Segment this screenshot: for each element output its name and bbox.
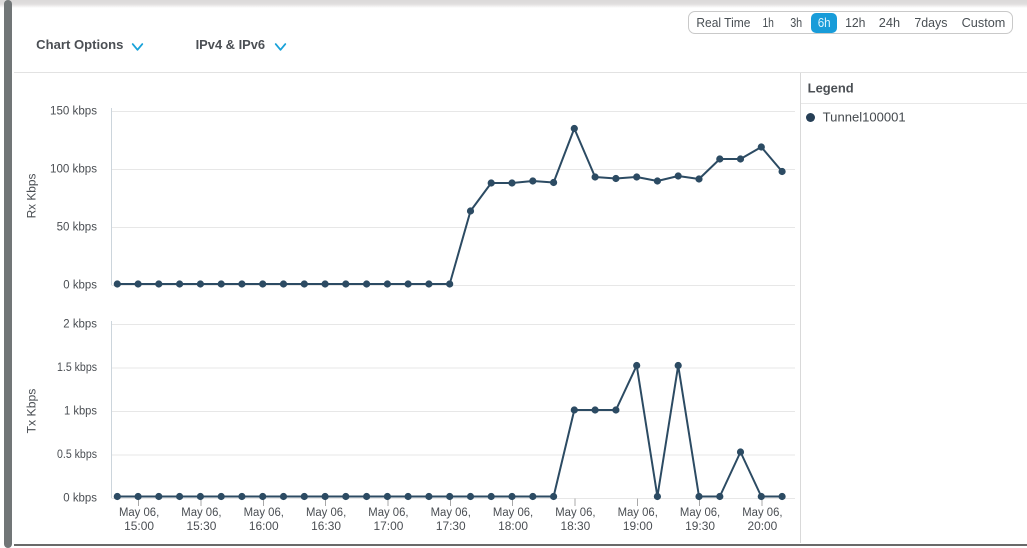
svg-text:16:00: 16:00 <box>249 521 279 533</box>
svg-text:2 kbps: 2 kbps <box>63 318 97 330</box>
svg-text:1 kbps: 1 kbps <box>64 405 97 417</box>
svg-text:19:00: 19:00 <box>623 521 653 533</box>
svg-text:May 06,: May 06, <box>306 507 346 519</box>
svg-text:Custom: Custom <box>962 15 1006 30</box>
svg-text:15:00: 15:00 <box>124 521 154 533</box>
svg-text:7days: 7days <box>914 15 948 30</box>
svg-text:1.5 kbps: 1.5 kbps <box>57 362 97 374</box>
svg-text:Tunnel100001: Tunnel100001 <box>823 111 906 125</box>
svg-text:16:30: 16:30 <box>311 521 341 533</box>
svg-text:150 kbps: 150 kbps <box>50 105 97 117</box>
svg-text:17:30: 17:30 <box>436 521 466 533</box>
svg-text:1h: 1h <box>762 15 774 30</box>
svg-text:IPv4 & IPv6: IPv4 & IPv6 <box>196 38 266 52</box>
svg-text:May 06,: May 06, <box>493 507 533 519</box>
svg-text:May 06,: May 06, <box>680 507 720 519</box>
svg-text:100 kbps: 100 kbps <box>50 163 97 175</box>
svg-text:18:30: 18:30 <box>561 521 591 533</box>
svg-text:50 kbps: 50 kbps <box>57 221 98 233</box>
svg-text:May 06,: May 06, <box>618 507 658 519</box>
svg-text:20:00: 20:00 <box>748 521 778 533</box>
svg-text:Legend: Legend <box>808 81 854 95</box>
svg-text:May 06,: May 06, <box>244 507 284 519</box>
svg-text:Tx Kbps: Tx Kbps <box>27 388 39 433</box>
svg-text:0.5 kbps: 0.5 kbps <box>57 449 97 461</box>
svg-text:May 06,: May 06, <box>181 507 221 519</box>
svg-text:0 kbps: 0 kbps <box>63 279 97 291</box>
svg-text:May 06,: May 06, <box>555 507 595 519</box>
svg-text:18:00: 18:00 <box>498 521 528 533</box>
svg-text:0 kbps: 0 kbps <box>63 492 97 504</box>
svg-text:17:00: 17:00 <box>374 521 404 533</box>
svg-text:Chart Options: Chart Options <box>36 38 123 52</box>
svg-text:May 06,: May 06, <box>368 507 408 519</box>
svg-text:24h: 24h <box>879 15 900 30</box>
svg-text:May 06,: May 06, <box>431 507 471 519</box>
svg-text:15:30: 15:30 <box>187 521 217 533</box>
svg-text:May 06,: May 06, <box>742 507 782 519</box>
svg-text:19:30: 19:30 <box>685 521 715 533</box>
svg-text:May 06,: May 06, <box>119 507 159 519</box>
svg-text:Real Time: Real Time <box>696 15 750 30</box>
svg-text:3h: 3h <box>790 15 802 30</box>
svg-text:12h: 12h <box>845 15 865 30</box>
svg-text:Rx Kbps: Rx Kbps <box>27 173 39 218</box>
svg-text:6h: 6h <box>818 15 831 30</box>
